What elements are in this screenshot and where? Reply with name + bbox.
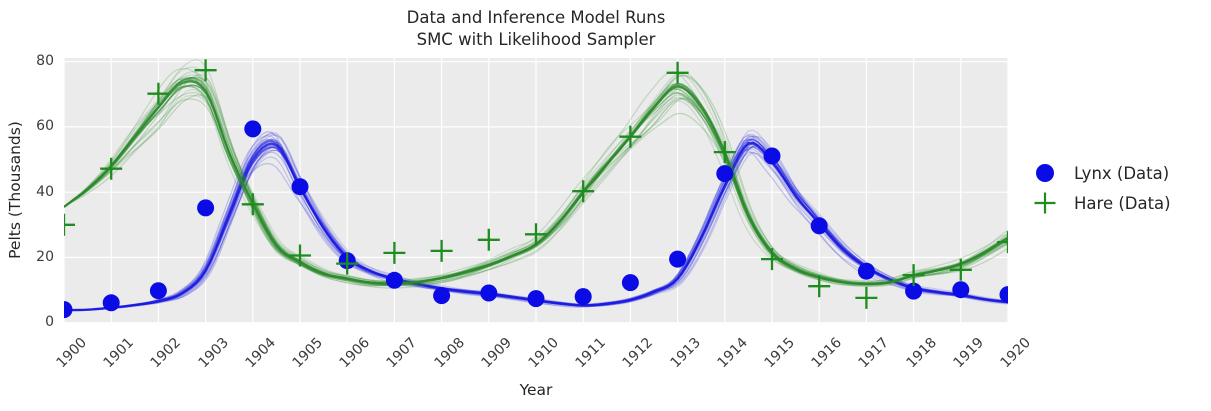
plot-gridlines bbox=[64, 58, 1008, 323]
chart-title-line2: SMC with Likelihood Sampler bbox=[416, 30, 656, 49]
plot-area bbox=[64, 58, 1008, 323]
legend: Lynx (Data) Hare (Data) bbox=[1026, 158, 1171, 218]
hare-data-point bbox=[761, 248, 783, 271]
lynx-data-point bbox=[905, 282, 923, 300]
plot-canvas bbox=[64, 58, 1008, 323]
legend-item-hare: Hare (Data) bbox=[1026, 188, 1171, 218]
lynx-circle-marker-icon bbox=[1036, 164, 1054, 182]
hare-plus-marker-icon bbox=[1034, 192, 1056, 214]
hare-data-point bbox=[477, 228, 500, 251]
y-tick-label: 80 bbox=[36, 53, 54, 70]
lynx-data-point bbox=[480, 284, 498, 302]
hare-data-point bbox=[64, 213, 75, 236]
lynx-data-point bbox=[385, 271, 403, 289]
lynx-data-points bbox=[64, 120, 1008, 319]
y-tick-label: 20 bbox=[36, 248, 54, 265]
legend-icon-box bbox=[1026, 191, 1064, 215]
hare-data-point bbox=[289, 244, 311, 267]
lynx-data-point bbox=[669, 250, 687, 268]
hare-data-point bbox=[241, 193, 264, 216]
lynx-data-point bbox=[810, 217, 828, 235]
hare-data-point bbox=[666, 61, 689, 84]
lynx-data-point bbox=[64, 301, 73, 319]
y-tick-label: 0 bbox=[45, 314, 54, 331]
x-axis-label: Year bbox=[519, 381, 553, 399]
lynx-data-point bbox=[763, 147, 781, 165]
legend-label-hare: Hare (Data) bbox=[1074, 193, 1171, 213]
hare-data-point bbox=[808, 275, 831, 298]
hare-data-point bbox=[949, 258, 972, 281]
hare-data-point bbox=[713, 141, 736, 164]
hare-data-point bbox=[147, 82, 170, 105]
lynx-data-point bbox=[952, 281, 970, 299]
lynx-data-point bbox=[574, 288, 592, 306]
lynx-data-point bbox=[527, 290, 545, 308]
chart-title: Data and Inference Model Runs SMC with L… bbox=[64, 7, 1008, 51]
lynx-data-point bbox=[433, 287, 451, 305]
y-tick-label: 40 bbox=[36, 183, 54, 200]
lynx-data-point bbox=[716, 165, 734, 183]
lynx-data-point bbox=[197, 199, 215, 217]
lynx-data-point bbox=[102, 294, 120, 312]
hare-data-point bbox=[525, 223, 547, 246]
legend-item-lynx: Lynx (Data) bbox=[1026, 158, 1171, 188]
legend-label-lynx: Lynx (Data) bbox=[1074, 163, 1170, 183]
lynx-data-point bbox=[244, 120, 262, 138]
hare-data-point bbox=[383, 241, 406, 264]
hare-data-point bbox=[100, 157, 123, 180]
hare-data-point bbox=[902, 264, 925, 287]
lynx-data-point bbox=[999, 286, 1008, 304]
lynx-data-point bbox=[291, 178, 309, 196]
hare-data-point bbox=[430, 239, 453, 262]
model-run-line bbox=[64, 97, 1008, 288]
lynx-data-point bbox=[149, 282, 167, 300]
model-run-line bbox=[64, 88, 1008, 287]
lynx-data-point bbox=[857, 262, 875, 280]
legend-icon-box bbox=[1026, 164, 1064, 182]
hare-data-point bbox=[572, 180, 595, 203]
lynx-data-point bbox=[621, 274, 639, 292]
hare-data-point bbox=[997, 231, 1008, 254]
hare-data-points bbox=[64, 59, 1008, 309]
hare-data-point bbox=[855, 286, 878, 309]
hare-data-point bbox=[336, 252, 359, 275]
hare-data-point bbox=[619, 125, 642, 148]
chart-title-line1: Data and Inference Model Runs bbox=[406, 8, 666, 27]
y-tick-label: 60 bbox=[36, 118, 54, 135]
hare-data-point bbox=[194, 59, 217, 82]
